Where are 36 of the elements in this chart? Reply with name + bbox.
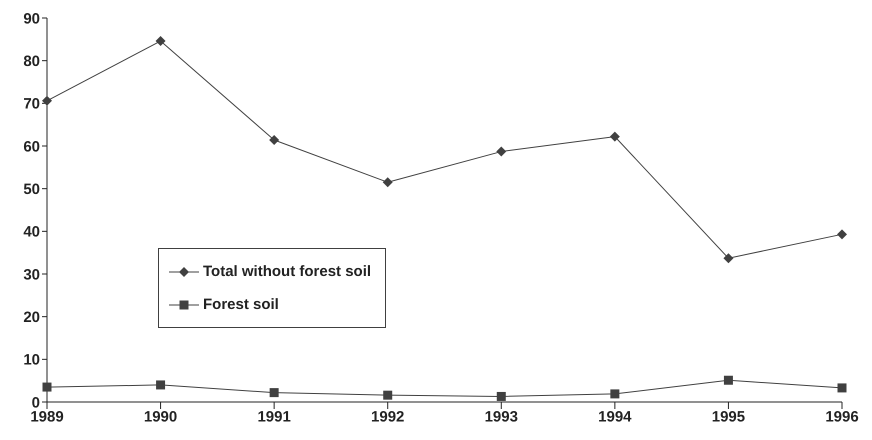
y-tick-label: 40 (23, 224, 40, 241)
y-tick-label: 0 (32, 394, 40, 412)
point (496, 392, 506, 401)
legend-label: Forest soil (203, 296, 279, 313)
point (270, 388, 279, 398)
point (156, 36, 166, 46)
x-tick-label: 1993 (484, 408, 518, 426)
x-tick-label: 1989 (30, 408, 64, 426)
point (269, 135, 280, 146)
point (723, 253, 734, 264)
point (838, 383, 846, 392)
point (610, 132, 620, 142)
y-tick-label: 30 (23, 266, 40, 284)
x-tick-label: 1994 (598, 408, 632, 426)
point (610, 389, 620, 398)
point (42, 96, 52, 106)
x-tick-label: 1991 (257, 408, 291, 426)
point (382, 177, 393, 188)
point (383, 390, 392, 400)
x-tick-label: 1996 (825, 408, 859, 426)
x-tick-label: 1990 (144, 408, 178, 426)
y-tick-label: 20 (23, 308, 40, 326)
point (837, 229, 847, 240)
y-tick-label: 70 (23, 96, 40, 113)
x-tick-label: 1992 (371, 408, 404, 426)
x-tick-label: 1995 (712, 408, 746, 426)
point (496, 146, 506, 157)
point (724, 376, 733, 385)
y-tick-label: 10 (23, 352, 40, 369)
legend-label: Total without forest soil (203, 263, 372, 280)
y-tick-label: 60 (23, 138, 40, 156)
y-tick-label: 80 (23, 52, 40, 70)
point (42, 382, 52, 392)
y-tick-label: 90 (23, 10, 40, 28)
point (156, 380, 166, 390)
y-tick-label: 50 (23, 180, 40, 198)
